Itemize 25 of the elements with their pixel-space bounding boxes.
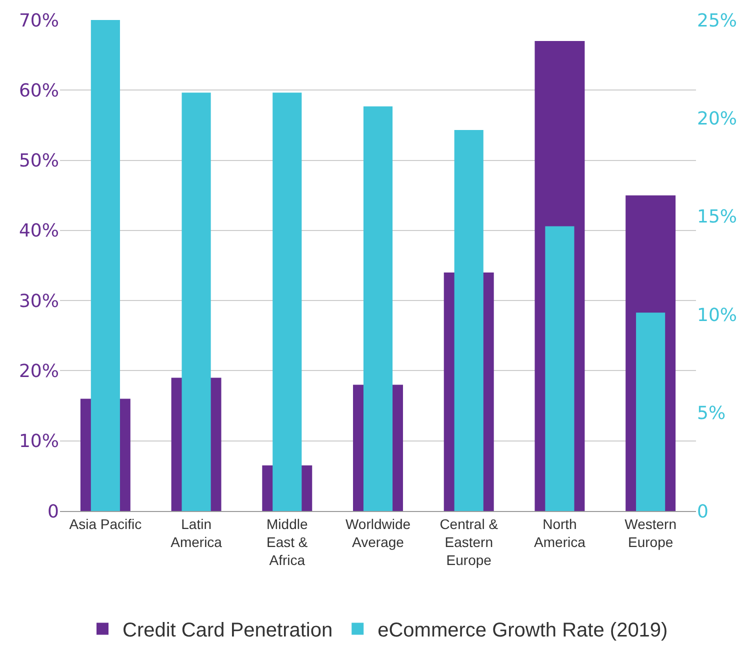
x-tick-label: Asia Pacific: [69, 516, 142, 532]
y-tick-label: 30%: [18, 290, 59, 312]
x-tick-label: North America: [534, 516, 586, 550]
y-tick-label: 0: [48, 501, 59, 522]
y2-tick-label: 0: [697, 501, 708, 522]
y-tick-label: 70%: [18, 10, 59, 32]
x-tick-label: Latin America: [170, 516, 222, 550]
x-tick-label: Worldwide Average: [345, 516, 411, 550]
bar: [545, 226, 574, 511]
y-tick-label: 60%: [18, 80, 59, 102]
legend-label: Credit Card Penetration: [122, 620, 333, 642]
x-tick-label: Central & Eastern Europe: [440, 516, 499, 568]
y2-tick-label: 25%: [697, 10, 738, 32]
x-tick-label: Western Europe: [624, 516, 677, 550]
y2-tick-label: 20%: [697, 108, 738, 130]
legend-label: eCommerce Growth Rate (2019): [378, 620, 668, 642]
y-tick-label: 50%: [18, 150, 59, 172]
y-tick-label: 10%: [18, 431, 59, 452]
bar: [636, 312, 666, 511]
y2-tick-label: 15%: [697, 206, 738, 228]
y2-tick-label: 5%: [697, 403, 726, 424]
y-tick-label: 20%: [18, 361, 59, 382]
y2-tick-label: 10%: [697, 304, 738, 326]
y-tick-label: 40%: [18, 220, 59, 242]
x-tick-label: Middle East & Africa: [266, 516, 308, 568]
